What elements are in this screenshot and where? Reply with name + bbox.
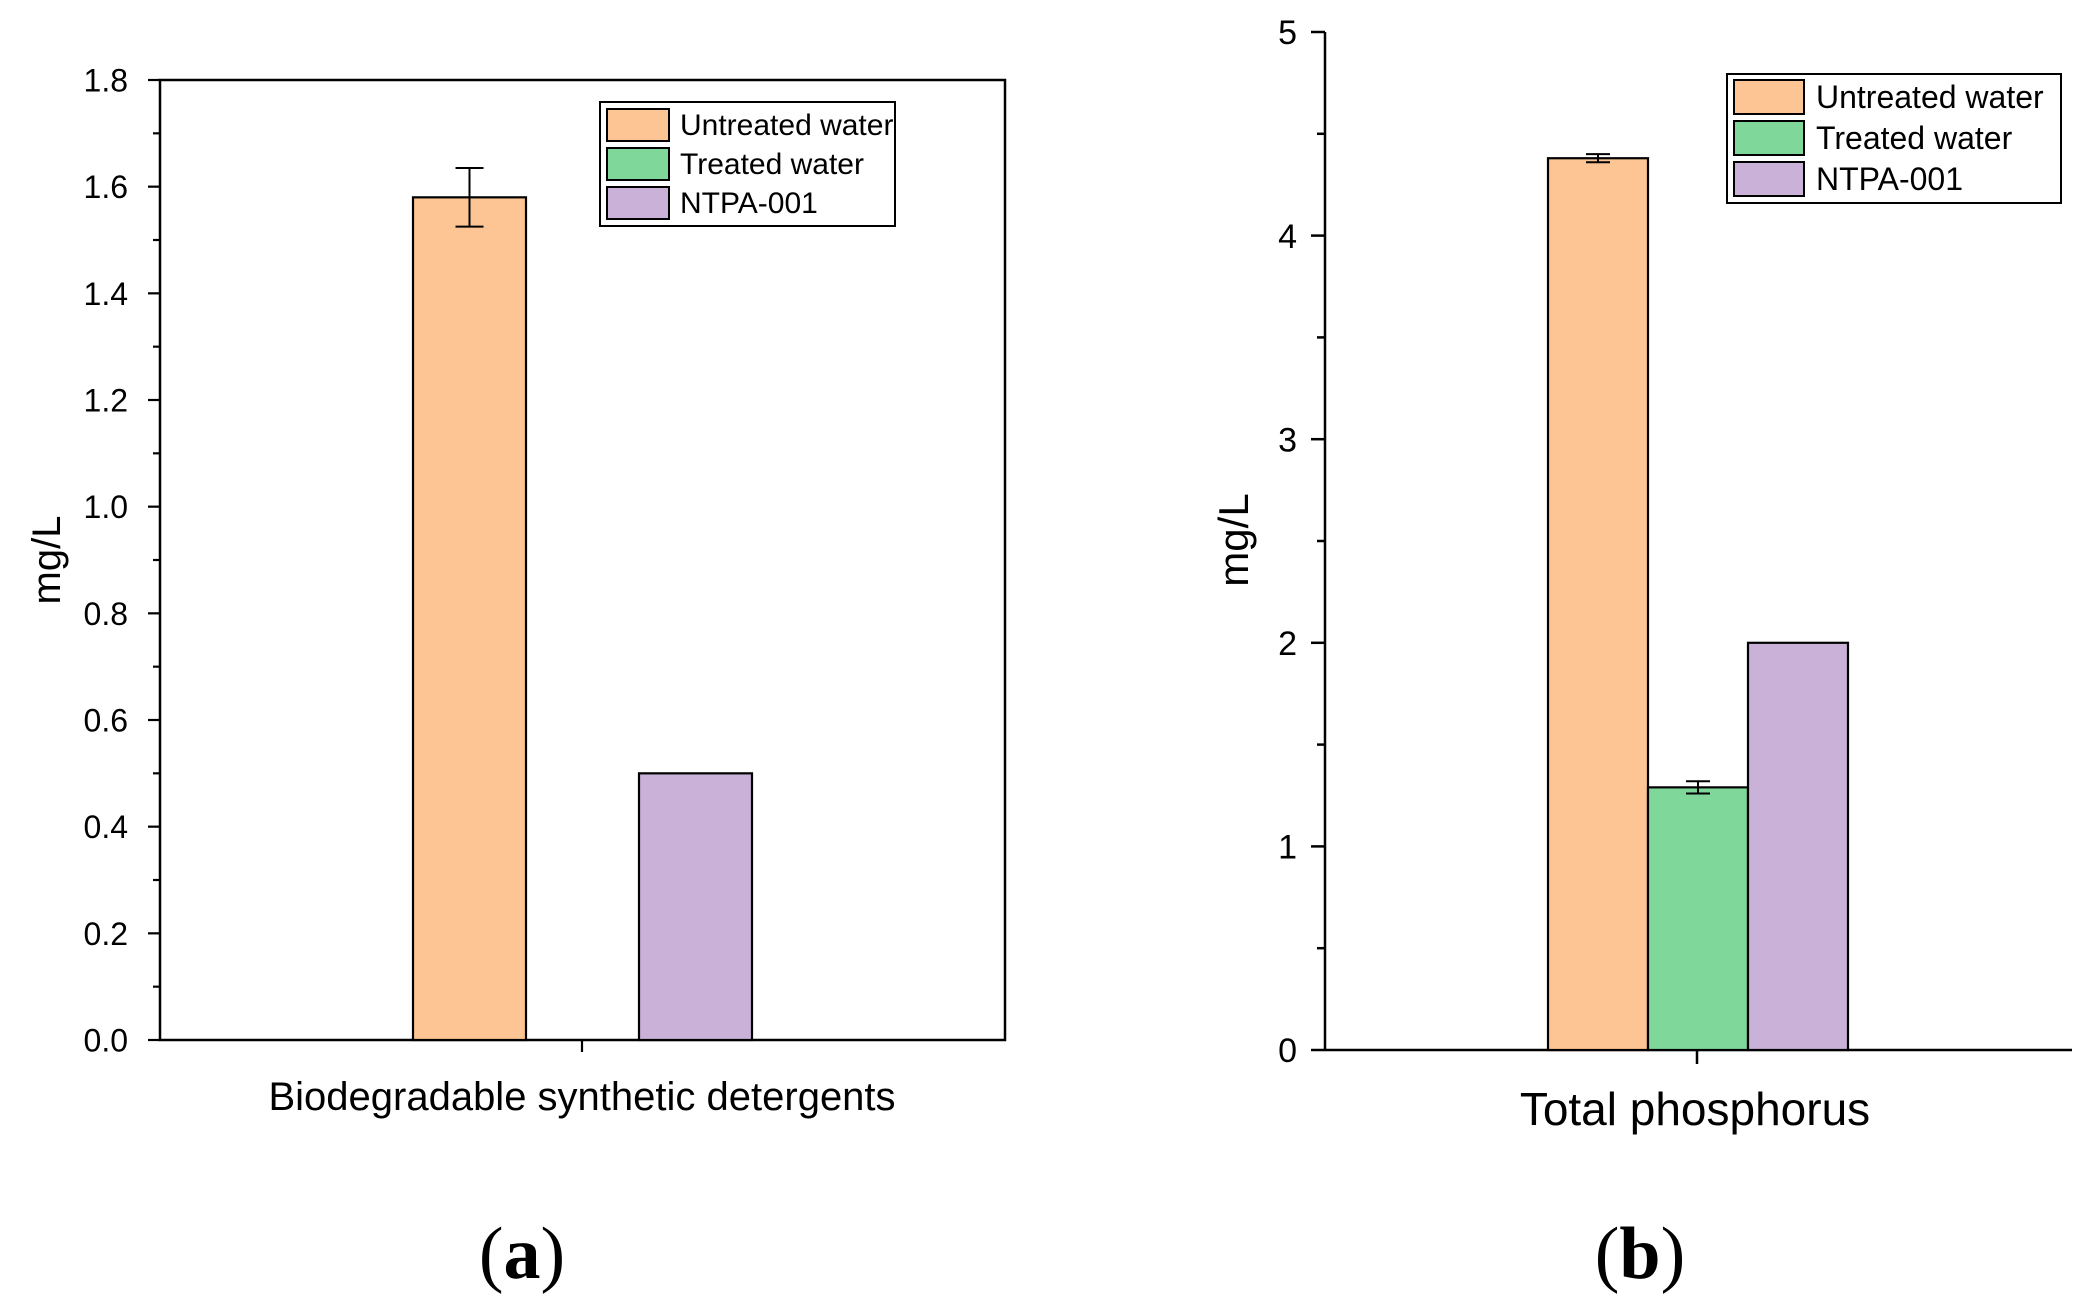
panel-b-bars — [1546, 157, 1850, 1052]
panel-a-y-tick-label: 0.2 — [84, 916, 128, 952]
panel-a-y-tick-label: 0.6 — [84, 703, 128, 739]
panel-a-caption: (a) — [479, 1213, 565, 1295]
panel-b-x-axis-label: Total phosphorus — [1520, 1083, 1870, 1135]
panel-b-y-axis: 0 1 2 3 4 5 — [1278, 14, 1325, 1070]
panel-a-y-tick-label: 1.8 — [84, 63, 128, 99]
panel-a-y-tick-label: 1.4 — [84, 276, 128, 312]
panel-a-bar-ntpa — [637, 772, 754, 1042]
panel-a-chart: 0.0 0.2 0.4 0.6 0.8 1.0 1.2 1.4 1.6 1.8 mg/L Biod… — [25, 63, 1007, 1295]
panel-a-x-axis-label: Biodegradable synthetic detergents — [268, 1075, 895, 1119]
panel-a-legend-swatch-untreated — [606, 108, 670, 142]
panel-b-y-tick-label: 0 — [1278, 1032, 1297, 1070]
panel-a-y-axis: 0.0 0.2 0.4 0.6 0.8 1.0 1.2 1.4 1.6 1.8 — [84, 63, 160, 1059]
panel-b-legend-swatch-untreated — [1733, 79, 1805, 115]
panel-a-y-tick-label: 0.8 — [84, 596, 128, 632]
panel-a-legend-label-ntpa: NTPA-001 — [680, 187, 818, 220]
panel-b-error-bars — [1586, 153, 1710, 795]
panel-b-y-tick-label: 3 — [1278, 421, 1297, 459]
panel-a-y-tick-label: 1.2 — [84, 383, 128, 419]
panel-b-legend-swatch-treated — [1733, 120, 1805, 156]
panel-a-y-axis-label: mg/L — [25, 516, 69, 605]
panel-a-legend-swatch-treated — [606, 147, 670, 181]
panel-a-bar-untreated — [411, 196, 528, 1042]
panel-a-legend-swatch-ntpa — [606, 186, 670, 220]
panel-b-legend-label-untreated: Untreated water — [1816, 79, 2044, 115]
panel-b-bar-treated — [1646, 786, 1750, 1052]
panel-a-y-tick-label: 1.0 — [84, 489, 128, 525]
panel-b-error-bar-treated — [1686, 780, 1710, 795]
panel-a-legend: Untreated water Treated water NTPA-001 — [599, 101, 896, 227]
panel-b-y-tick-label: 5 — [1278, 14, 1297, 52]
panel-b-caption: (b) — [1595, 1213, 1685, 1295]
panel-b-y-tick-label: 1 — [1278, 829, 1297, 867]
panel-b-legend-label-ntpa: NTPA-001 — [1816, 161, 1963, 197]
panel-a-bars — [411, 196, 754, 1042]
panel-a-y-tick-label: 1.6 — [84, 169, 128, 205]
panel-b-legend-label-treated: Treated water — [1816, 120, 2013, 156]
panel-b-chart: 0 1 2 3 4 5 mg/L Total phosphorus Untreated w… — [1210, 14, 2072, 1295]
panel-a-y-tick-label: 0.4 — [84, 809, 128, 845]
panel-b-error-bar-untreated — [1586, 153, 1610, 164]
panel-a-y-tick-label: 0.0 — [84, 1023, 128, 1059]
panel-b-legend-swatch-ntpa — [1733, 161, 1805, 197]
panel-b-y-tick-label: 2 — [1278, 625, 1297, 663]
panel-a-error-bars — [455, 167, 484, 228]
panel-b-bar-untreated — [1546, 157, 1650, 1052]
panel-b-legend: Untreated water Treated water NTPA-001 — [1726, 73, 2062, 204]
panel-b-y-axis-label: mg/L — [1210, 493, 1257, 586]
panel-a-legend-label-treated: Treated water — [680, 148, 864, 181]
panel-b-bar-ntpa — [1746, 641, 1850, 1052]
panel-b-y-tick-label: 4 — [1278, 218, 1297, 256]
panel-a-legend-label-untreated: Untreated water — [680, 109, 893, 142]
panel-a-error-bar-untreated — [455, 167, 484, 228]
